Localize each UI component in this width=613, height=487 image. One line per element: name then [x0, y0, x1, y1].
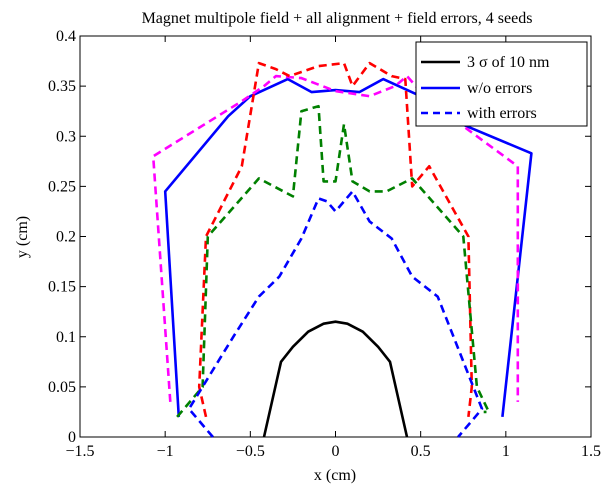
y-tick-label: 0.1 — [56, 329, 76, 346]
series-seed-4-line — [187, 190, 484, 438]
x-tick-label: 0.5 — [411, 443, 431, 460]
legend-label-sigma: 3 σ of 10 nm — [467, 54, 550, 71]
y-tick-label: 0.3 — [56, 128, 76, 145]
x-tick-label: −1 — [157, 443, 174, 460]
series-seed-3-line — [176, 104, 491, 418]
legend: 3 σ of 10 nm w/o errors with errors — [415, 41, 588, 127]
x-tick-label: −1.5 — [65, 443, 94, 460]
y-tick-label: 0.15 — [48, 279, 76, 296]
y-tick-label: 0.4 — [56, 28, 76, 45]
x-tick-label: −0.5 — [236, 443, 265, 460]
legend-box — [415, 41, 588, 127]
x-tick-label: 1 — [502, 443, 510, 460]
y-tick-label: 0 — [68, 429, 76, 446]
series-sigma-line — [262, 320, 409, 438]
y-axis-label: y (cm) — [14, 216, 31, 258]
x-axis-label: x (cm) — [314, 467, 356, 484]
y-tick-label: 0.35 — [48, 78, 76, 95]
y-tick-label: 0.2 — [56, 229, 76, 246]
x-tick-label: 0 — [332, 443, 340, 460]
y-tick-label: 0.05 — [48, 379, 76, 396]
axes-layer: −1.5 −1 −0.5 0 0.5 1 1.5 0 0.05 0.1 0.15 0.2 0.25 0.3… — [48, 28, 601, 460]
chart-title: Magnet multipole field + all alignment +… — [142, 10, 533, 27]
y-tick-label: 0.25 — [48, 178, 76, 195]
series-seed-2-line — [197, 61, 474, 418]
x-tick-label: 1.5 — [581, 443, 601, 460]
legend-label-with-errors: with errors — [467, 105, 537, 122]
legend-label-no-errors: w/o errors — [467, 80, 532, 97]
